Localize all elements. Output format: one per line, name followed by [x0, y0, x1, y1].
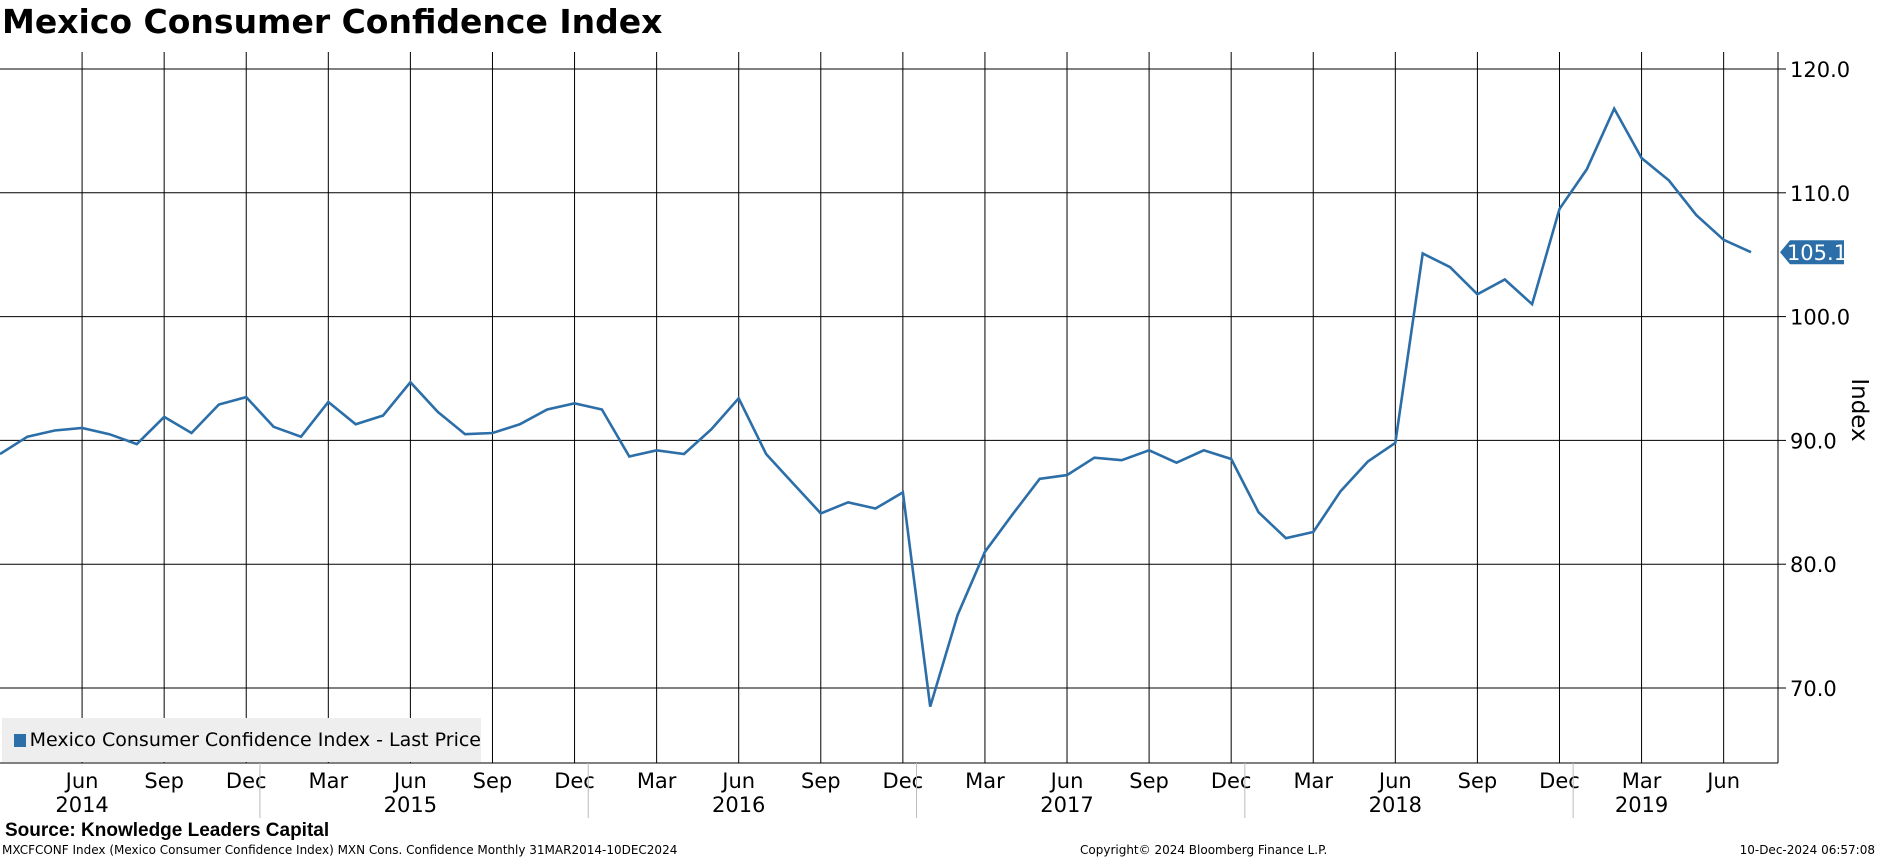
x-tick-label: Sep: [1458, 769, 1498, 793]
x-year-label: 2014: [55, 793, 108, 817]
chart-title: Mexico Consumer Confidence Index: [2, 2, 663, 41]
x-tick-label: Sep: [144, 769, 184, 793]
x-tick-label: Sep: [1129, 769, 1169, 793]
x-tick-label: Jun: [392, 769, 427, 793]
footer-timestamp: 10-Dec-2024 06:57:08: [1739, 843, 1875, 857]
x-tick-label: Jun: [1705, 769, 1740, 793]
y-tick-label: 120.0: [1790, 58, 1850, 82]
x-tick-label: Dec: [1211, 769, 1252, 793]
x-year-label: 2017: [1040, 793, 1093, 817]
axis-layer: 120.0 110.0 100.0 90.0 80.0 70.0 Jun Sep Dec Mar J…: [0, 52, 1850, 818]
x-tick-label: Mar: [309, 769, 349, 793]
x-tick-label: Jun: [720, 769, 755, 793]
x-tick-label: Sep: [801, 769, 841, 793]
x-year-label: 2018: [1369, 793, 1422, 817]
x-tick-label: Jun: [64, 769, 99, 793]
y-tick-label: 90.0: [1790, 429, 1837, 453]
legend-label: Mexico Consumer Confidence Index - Last …: [29, 729, 481, 751]
x-year-label: 2016: [712, 793, 765, 817]
y-tick-label: 110.0: [1790, 182, 1850, 206]
x-tick-label: Mar: [637, 769, 677, 793]
x-tick-label: Sep: [473, 769, 513, 793]
y-tick-label: 100.0: [1790, 306, 1850, 330]
series-layer: [0, 105, 1752, 707]
x-tick-label: Dec: [226, 769, 267, 793]
x-tick-label: Mar: [1622, 769, 1662, 793]
x-year-label: 2019: [1615, 793, 1668, 817]
x-year-label: 2015: [384, 793, 437, 817]
legend-swatch: [14, 733, 26, 747]
y-tick-label: 80.0: [1790, 553, 1837, 577]
x-tick-label: Mar: [965, 769, 1005, 793]
x-tick-label: Dec: [554, 769, 595, 793]
footer-series-info: MXCFCONF Index (Mexico Consumer Confiden…: [2, 843, 678, 857]
last-value-tag: 105.1: [1780, 240, 1847, 265]
legend: Mexico Consumer Confidence Index - Last …: [2, 718, 481, 762]
grid-layer: [0, 52, 1778, 763]
series-line: [0, 105, 1752, 707]
footer-copyright: Copyright© 2024 Bloomberg Finance L.P.: [1080, 843, 1328, 857]
y-axis-label: Index: [1846, 378, 1872, 441]
x-tick-label: Dec: [883, 769, 924, 793]
last-value-tag-bg: [1780, 240, 1844, 265]
x-tick-label: Jun: [1377, 769, 1412, 793]
x-tick-label: Dec: [1539, 769, 1580, 793]
x-tick-label: Jun: [1049, 769, 1084, 793]
last-value-label: 105.1: [1787, 241, 1847, 265]
y-tick-label: 70.0: [1790, 677, 1837, 701]
x-tick-label: Mar: [1293, 769, 1333, 793]
source-note: Source: Knowledge Leaders Capital: [5, 820, 330, 841]
